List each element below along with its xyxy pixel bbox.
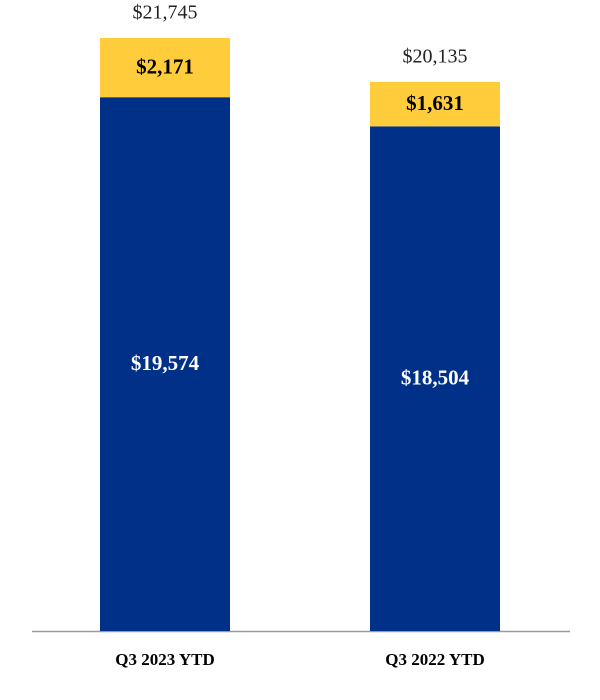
segment-label: $2,171 — [136, 54, 194, 78]
segment-label: $19,574 — [131, 351, 200, 375]
bar-segment — [370, 81, 500, 127]
bar-segment — [370, 126, 500, 632]
bar-segment — [100, 97, 230, 632]
x-tick-label: Q3 2023 YTD — [115, 650, 215, 669]
bar-segment — [100, 38, 230, 98]
segment-label: $1,631 — [406, 91, 464, 115]
x-tick-label: Q3 2022 YTD — [385, 650, 485, 669]
total-label: $21,745 — [133, 2, 198, 24]
segment-label: $18,504 — [401, 366, 470, 390]
total-label: $20,135 — [403, 45, 468, 67]
